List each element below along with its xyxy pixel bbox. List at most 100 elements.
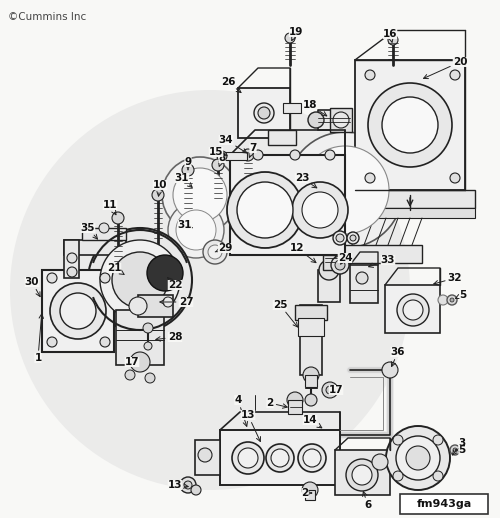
Circle shape: [450, 173, 460, 183]
Text: 30: 30: [25, 277, 40, 297]
Text: 3: 3: [452, 438, 466, 455]
Text: 24: 24: [338, 253, 352, 264]
Circle shape: [237, 182, 293, 238]
Text: ©Cummins Inc: ©Cummins Inc: [8, 12, 86, 22]
Bar: [220, 430, 340, 485]
Circle shape: [285, 33, 295, 43]
Bar: [195, 440, 220, 475]
Text: 17: 17: [328, 385, 344, 395]
Circle shape: [350, 235, 356, 241]
Circle shape: [266, 444, 294, 472]
Circle shape: [365, 70, 375, 80]
Circle shape: [335, 260, 345, 270]
Circle shape: [346, 459, 378, 491]
Circle shape: [47, 273, 57, 283]
Text: 11: 11: [103, 200, 117, 214]
Circle shape: [403, 300, 423, 320]
Circle shape: [67, 253, 77, 263]
Circle shape: [305, 394, 317, 406]
Circle shape: [433, 435, 443, 445]
Circle shape: [60, 293, 96, 329]
Circle shape: [450, 70, 460, 80]
Circle shape: [352, 465, 372, 485]
Circle shape: [433, 471, 443, 481]
Bar: [385, 285, 440, 333]
Text: 2: 2: [266, 398, 287, 408]
Circle shape: [238, 448, 258, 468]
Bar: [225, 152, 247, 160]
Text: 34: 34: [218, 135, 246, 153]
Circle shape: [450, 298, 454, 302]
Circle shape: [129, 297, 147, 315]
Circle shape: [356, 272, 368, 284]
Circle shape: [271, 449, 289, 467]
Circle shape: [302, 482, 318, 498]
Text: 2: 2: [302, 488, 312, 498]
Circle shape: [365, 173, 375, 183]
Circle shape: [386, 426, 450, 490]
Circle shape: [130, 352, 150, 372]
Circle shape: [217, 151, 227, 161]
Circle shape: [112, 252, 168, 308]
Text: 32: 32: [434, 273, 462, 285]
Circle shape: [176, 210, 216, 250]
Bar: [268, 130, 296, 145]
Circle shape: [308, 112, 324, 128]
Text: 16: 16: [383, 29, 397, 42]
Text: 31: 31: [178, 220, 192, 230]
Text: 22: 22: [168, 278, 182, 290]
Circle shape: [382, 97, 438, 153]
Text: 10: 10: [153, 180, 167, 196]
Text: 13: 13: [168, 480, 188, 490]
Bar: [318, 270, 340, 302]
Text: 13: 13: [241, 410, 260, 441]
Circle shape: [303, 367, 319, 383]
Circle shape: [232, 442, 264, 474]
Circle shape: [393, 471, 403, 481]
Circle shape: [208, 245, 222, 259]
Circle shape: [397, 294, 429, 326]
Circle shape: [388, 35, 398, 45]
Bar: [116, 310, 164, 365]
Bar: [283, 103, 301, 113]
Circle shape: [406, 446, 430, 470]
Circle shape: [450, 445, 460, 455]
Circle shape: [242, 149, 254, 161]
Circle shape: [382, 362, 398, 378]
Bar: [355, 60, 465, 190]
Bar: [300, 305, 322, 375]
Circle shape: [303, 449, 321, 467]
Bar: [335, 450, 390, 495]
Circle shape: [100, 337, 110, 347]
Text: 5: 5: [456, 290, 466, 300]
Bar: [400, 494, 488, 514]
Circle shape: [147, 255, 183, 291]
Text: 1: 1: [34, 314, 43, 363]
Circle shape: [100, 240, 180, 320]
Circle shape: [198, 448, 212, 462]
Bar: [230, 155, 345, 255]
Circle shape: [372, 454, 388, 470]
Circle shape: [67, 267, 77, 277]
Circle shape: [10, 90, 410, 490]
Circle shape: [347, 232, 359, 244]
Circle shape: [396, 436, 440, 480]
Circle shape: [47, 337, 57, 347]
Circle shape: [302, 192, 338, 228]
Circle shape: [184, 481, 192, 489]
Text: 25: 25: [273, 300, 297, 327]
Circle shape: [254, 103, 274, 123]
Circle shape: [143, 323, 153, 333]
Text: 17: 17: [124, 357, 140, 367]
Text: 35: 35: [81, 223, 98, 239]
Circle shape: [319, 260, 339, 280]
Bar: [323, 255, 335, 270]
Text: 23: 23: [295, 173, 317, 188]
Bar: [138, 295, 173, 317]
Circle shape: [326, 386, 334, 394]
Circle shape: [168, 202, 224, 258]
Text: 28: 28: [156, 332, 182, 342]
Text: 9: 9: [184, 157, 192, 170]
Bar: [305, 490, 315, 500]
Text: 15: 15: [209, 147, 227, 157]
